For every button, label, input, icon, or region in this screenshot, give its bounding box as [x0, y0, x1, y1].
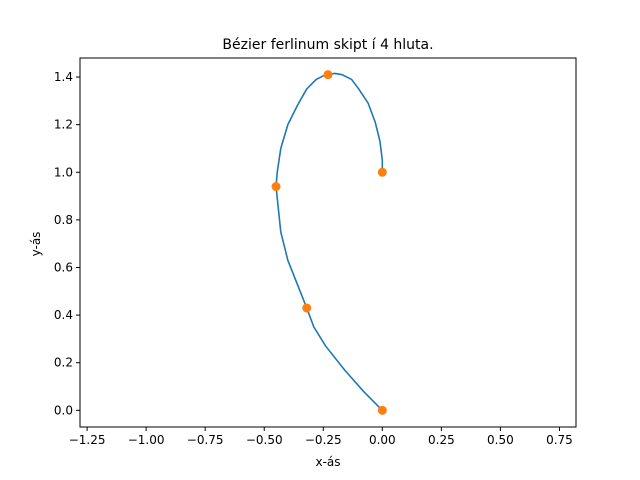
curve-line	[275, 72, 384, 412]
x-tick-label: 0.25	[428, 433, 455, 447]
y-tick-label: 1.0	[54, 165, 73, 179]
y-tick-label: 0.8	[54, 213, 73, 227]
x-tick-label: −1.25	[69, 433, 106, 447]
chart-title: Bézier ferlinum skipt í 4 hluta.	[222, 37, 433, 53]
x-tick-label: −0.75	[187, 433, 224, 447]
y-tick-label: 1.4	[54, 70, 73, 84]
x-tick-label: 0.00	[369, 433, 396, 447]
x-tick-label: −1.00	[128, 433, 165, 447]
y-tick-label: 0.4	[54, 308, 73, 322]
x-tick-label: 0.50	[487, 433, 514, 447]
x-tick-label: 0.75	[546, 433, 573, 447]
y-axis: 0.0 0.2 0.4 0.6 0.8 1.0 1.2 1.4	[54, 70, 80, 417]
x-tick-label: −0.25	[305, 433, 342, 447]
control-point-4	[377, 167, 387, 177]
control-point-0	[377, 405, 387, 415]
y-tick-label: 0.0	[54, 403, 73, 417]
x-tick-label: −0.50	[246, 433, 283, 447]
y-tick-label: 0.2	[54, 356, 73, 370]
y-axis-label: y-ás	[29, 232, 43, 257]
control-point-2	[271, 182, 281, 192]
plot-area	[79, 57, 577, 428]
plot-background	[80, 58, 576, 427]
control-point-1	[302, 303, 312, 313]
x-axis: −1.25 −1.00 −0.75 −0.50 −0.25 0.00 0.25 0.50 0.7…	[69, 427, 573, 447]
control-point-3	[323, 70, 333, 80]
y-tick-label: 1.2	[54, 118, 73, 132]
x-axis-label: x-ás	[315, 455, 340, 469]
y-tick-label: 0.6	[54, 260, 73, 274]
plot-frame	[79, 57, 577, 428]
